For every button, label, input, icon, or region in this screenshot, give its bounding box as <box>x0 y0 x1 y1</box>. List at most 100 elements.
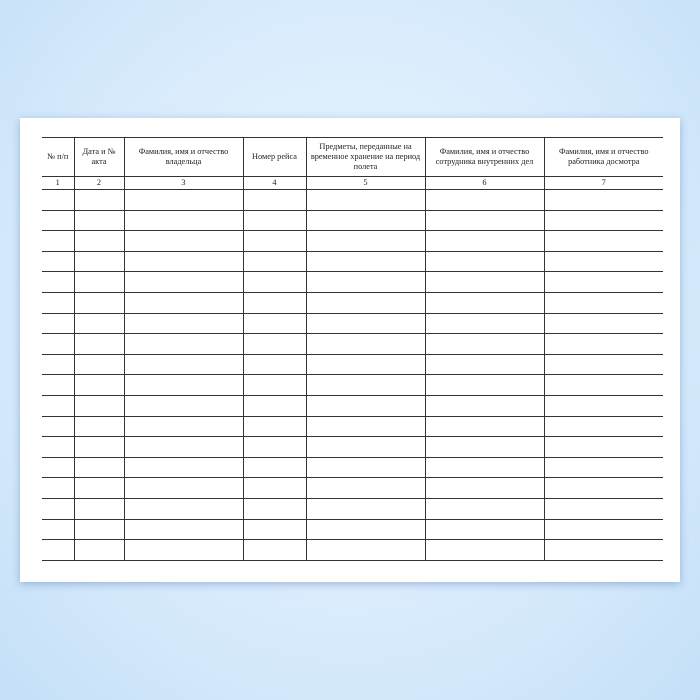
empty-cell <box>424 209 545 232</box>
empty-cell <box>305 291 426 314</box>
column-header: Фамилия, имя и отчество сотрудника внутр… <box>424 137 545 177</box>
header-row: № п/п Дата и № акта Фамилия, имя и отчеств… <box>42 137 663 177</box>
empty-cell <box>424 189 545 211</box>
empty-cell <box>123 189 244 211</box>
empty-cell <box>42 374 75 396</box>
empty-cell <box>543 291 663 314</box>
table-row <box>42 374 663 396</box>
empty-cell <box>42 271 75 293</box>
empty-cell <box>242 374 307 396</box>
empty-cell <box>305 271 426 293</box>
empty-cell <box>42 477 75 499</box>
table-row <box>42 271 663 293</box>
empty-cell <box>242 456 307 479</box>
table-row <box>42 477 663 499</box>
empty-cell <box>73 333 125 355</box>
empty-cell <box>242 312 307 335</box>
empty-cell <box>543 189 663 211</box>
empty-cell <box>424 539 545 561</box>
empty-cell <box>123 497 244 520</box>
empty-cell <box>543 250 663 273</box>
empty-cell <box>73 209 125 232</box>
table-row <box>42 312 663 335</box>
empty-cell <box>543 518 663 541</box>
register-table: № п/п Дата и № акта Фамилия, имя и отчеств… <box>42 137 663 561</box>
empty-cell <box>123 230 244 252</box>
table-row <box>42 230 663 252</box>
empty-cell <box>543 271 663 293</box>
table-row <box>42 518 663 541</box>
empty-cell <box>242 353 307 376</box>
empty-cell <box>424 353 545 376</box>
empty-cell <box>543 312 663 335</box>
empty-cell <box>123 291 244 314</box>
table-row <box>42 250 663 273</box>
empty-cell <box>543 497 663 520</box>
empty-cell <box>42 497 75 520</box>
empty-cell <box>242 539 307 561</box>
empty-cell <box>42 518 75 541</box>
empty-cell <box>42 456 75 479</box>
column-header: Дата и № акта <box>73 137 125 177</box>
table-row <box>42 189 663 211</box>
column-number: 5 <box>305 176 426 190</box>
empty-cell <box>424 230 545 252</box>
empty-cell <box>123 209 244 232</box>
empty-cell <box>305 436 426 458</box>
column-header: Фамилия, имя и отчество владельца <box>123 137 244 177</box>
table-row <box>42 539 663 561</box>
empty-cell <box>242 333 307 355</box>
column-number: 6 <box>424 176 545 190</box>
empty-cell <box>42 230 75 252</box>
empty-cell <box>424 250 545 273</box>
empty-cell <box>73 456 125 479</box>
empty-cell <box>242 497 307 520</box>
empty-cell <box>424 477 545 499</box>
empty-cell <box>123 250 244 273</box>
empty-cell <box>242 477 307 499</box>
empty-cell <box>73 518 125 541</box>
empty-cell <box>242 209 307 232</box>
empty-cell <box>305 374 426 396</box>
table-row <box>42 333 663 355</box>
table-row <box>42 209 663 232</box>
table-row <box>42 436 663 458</box>
empty-cell <box>123 539 244 561</box>
empty-cell <box>42 312 75 335</box>
column-header: Предметы, переданные на временное хранен… <box>305 137 426 177</box>
empty-cell <box>123 353 244 376</box>
empty-cell <box>424 518 545 541</box>
empty-cell <box>305 312 426 335</box>
empty-cell <box>424 415 545 438</box>
empty-cell <box>305 415 426 438</box>
empty-cell <box>42 209 75 232</box>
empty-cell <box>424 394 545 417</box>
empty-cell <box>543 230 663 252</box>
empty-cell <box>73 271 125 293</box>
empty-cell <box>42 333 75 355</box>
table-row <box>42 291 663 314</box>
empty-cell <box>73 291 125 314</box>
empty-cell <box>242 189 307 211</box>
empty-cell <box>305 477 426 499</box>
empty-cell <box>73 415 125 438</box>
empty-cell <box>305 209 426 232</box>
empty-cell <box>73 250 125 273</box>
empty-cell <box>42 250 75 273</box>
empty-cell <box>424 312 545 335</box>
column-header: № п/п <box>42 137 75 177</box>
empty-cell <box>424 291 545 314</box>
empty-cell <box>123 333 244 355</box>
column-number: 7 <box>543 176 663 190</box>
empty-cell <box>242 250 307 273</box>
column-number: 3 <box>123 176 244 190</box>
empty-cell <box>42 539 75 561</box>
empty-cell <box>42 189 75 211</box>
empty-cell <box>543 394 663 417</box>
empty-cell <box>543 353 663 376</box>
empty-cell <box>424 374 545 396</box>
empty-cell <box>305 539 426 561</box>
empty-cell <box>73 374 125 396</box>
empty-cell <box>42 415 75 438</box>
